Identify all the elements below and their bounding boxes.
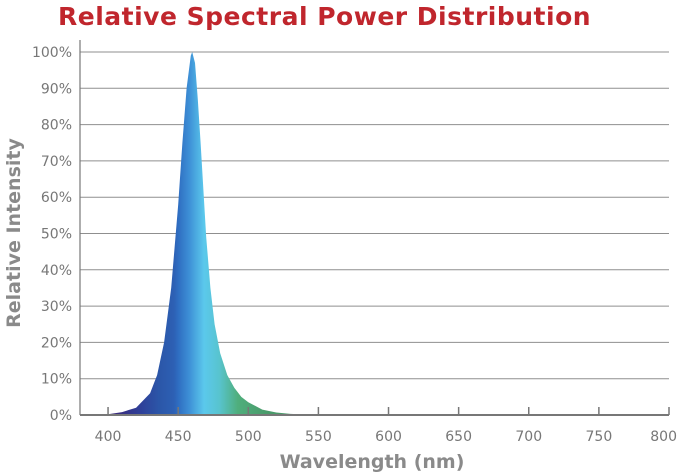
axes: [79, 40, 670, 416]
y-tick-label: 100%: [32, 45, 72, 61]
spectrum-fill: [80, 52, 669, 415]
x-tick-label: 550: [305, 429, 332, 445]
x-tick-label: 500: [235, 429, 262, 445]
y-tick-label: 60%: [41, 190, 72, 206]
chart-title: Relative Spectral Power Distribution: [58, 2, 592, 31]
y-tick-label: 0%: [50, 408, 72, 424]
y-tick-label: 80%: [41, 118, 72, 134]
spectrum-area: [80, 52, 669, 415]
x-tick-label: 650: [445, 429, 472, 445]
x-tick-label: 450: [165, 429, 192, 445]
x-tick-label: 750: [586, 429, 613, 445]
y-axis-label: Relative Intensity: [3, 138, 25, 328]
y-tick-label: 30%: [41, 299, 72, 315]
y-tick-label: 10%: [41, 372, 72, 388]
y-tick-labels: 0% 10% 20% 30% 40% 50% 60% 70% 80% 90% 100%: [32, 45, 72, 424]
x-tick-label: 600: [375, 429, 402, 445]
x-axis-label: Wavelength (nm): [280, 451, 465, 473]
y-tick-label: 90%: [41, 81, 72, 97]
x-tick-label: 400: [95, 429, 122, 445]
y-tick-label: 40%: [41, 263, 72, 279]
y-tick-label: 20%: [41, 335, 72, 351]
x-tick-label: 700: [515, 429, 542, 445]
y-tick-label: 70%: [41, 154, 72, 170]
x-tick-label: 800: [650, 429, 677, 445]
y-tick-label: 50%: [41, 227, 72, 243]
x-tick-labels: 400 450 500 550 600 650 700 750 800: [95, 429, 677, 445]
